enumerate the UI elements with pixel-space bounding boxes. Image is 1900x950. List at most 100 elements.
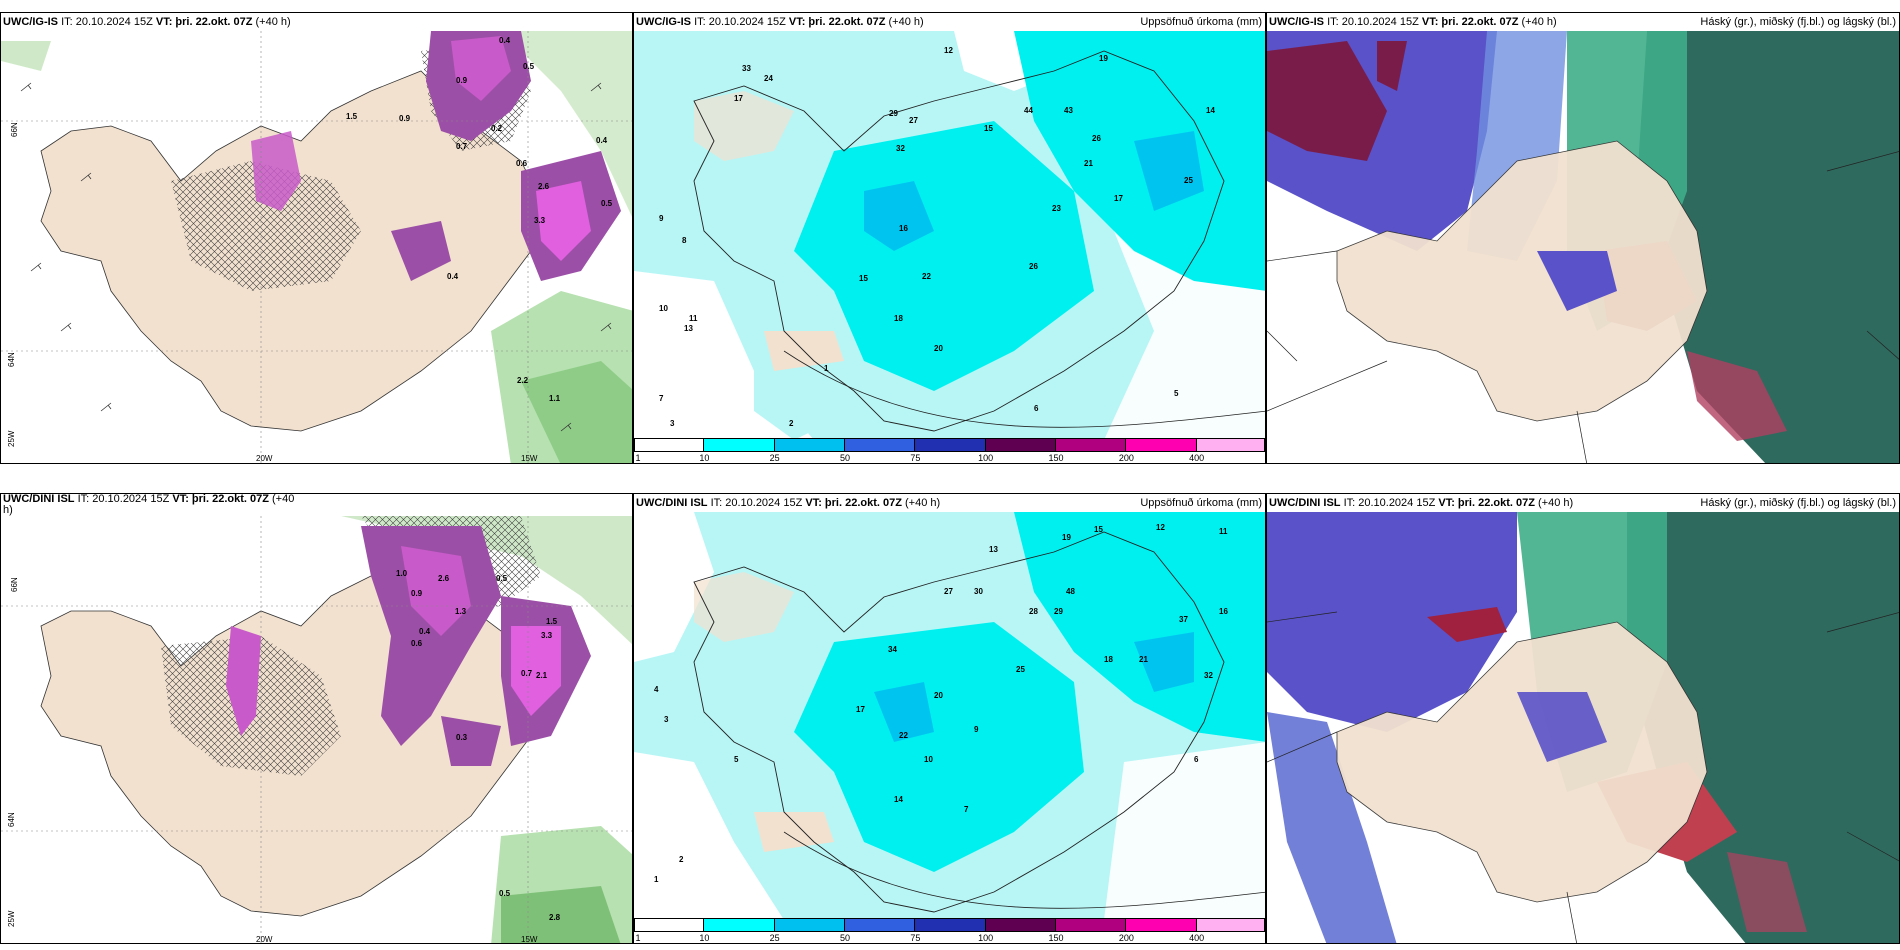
svg-text:0.5: 0.5 <box>523 62 535 71</box>
colorbar-swatch <box>845 918 916 932</box>
svg-text:18: 18 <box>1104 655 1113 664</box>
svg-text:5: 5 <box>734 755 739 764</box>
panel-bottom-left: UWC/DINI ISL IT: 20.10.2024 15Z VT: þri.… <box>0 493 633 944</box>
colorbar-tick-label: 10 <box>699 453 710 463</box>
svg-text:11: 11 <box>689 314 698 323</box>
colorbar-swatch <box>985 438 1056 452</box>
lead-time: (+40 <box>272 493 295 505</box>
lead-time: (+40 h) <box>905 497 941 509</box>
svg-text:19: 19 <box>1099 54 1108 63</box>
svg-text:3: 3 <box>664 715 669 724</box>
svg-text:15: 15 <box>859 274 868 283</box>
svg-text:26: 26 <box>1029 262 1038 271</box>
field-title: Háský (gr.), miðský (fj.bl.) og lágský (… <box>1700 16 1896 28</box>
svg-text:22: 22 <box>899 731 908 740</box>
svg-text:1.3: 1.3 <box>455 607 467 616</box>
svg-text:1: 1 <box>824 364 829 373</box>
map-wind-precip: 0.4 0.5 0.9 0.2 0.9 1.5 0.6 0.4 2.6 3.3 … <box>1 31 632 463</box>
colorbar-tick-label: 10 <box>699 933 710 943</box>
precip-value-labels: 2.6 1.3 1.0 0.9 0.4 0.6 1.5 3.3 0.7 2.1 … <box>396 569 561 922</box>
svg-text:17: 17 <box>734 94 743 103</box>
svg-text:27: 27 <box>944 587 953 596</box>
lead-time: (+40 h) <box>1538 497 1574 509</box>
svg-text:29: 29 <box>1054 607 1063 616</box>
colorbar-swatch <box>774 918 845 932</box>
svg-text:1.0: 1.0 <box>396 569 408 578</box>
svg-text:13: 13 <box>989 545 998 554</box>
svg-text:3.3: 3.3 <box>534 216 546 225</box>
svg-text:28: 28 <box>1029 607 1038 616</box>
colorbar-swatch <box>915 918 986 932</box>
colorbar-tick-label: 75 <box>910 933 921 943</box>
svg-text:2.6: 2.6 <box>538 182 550 191</box>
svg-text:1: 1 <box>654 875 659 884</box>
svg-text:0.9: 0.9 <box>456 76 468 85</box>
svg-text:20W: 20W <box>256 454 273 463</box>
map-wind-precip: 2.6 1.3 1.0 0.9 0.4 0.6 1.5 3.3 0.7 2.1 … <box>1 516 632 944</box>
map-accum-precip: 13 19 15 12 11 27 30 34 48 28 29 16 37 2… <box>634 512 1265 920</box>
model-name: UWC/IG-IS <box>3 16 58 28</box>
svg-text:0.6: 0.6 <box>516 159 528 168</box>
svg-text:15: 15 <box>984 124 993 133</box>
svg-text:15: 15 <box>1094 525 1103 534</box>
wind-barbs <box>20 82 612 432</box>
svg-text:25W: 25W <box>7 910 16 927</box>
colorbar-tick-label: 200 <box>1118 933 1134 943</box>
svg-text:25: 25 <box>1016 665 1025 674</box>
svg-text:10: 10 <box>924 755 933 764</box>
svg-text:3: 3 <box>670 419 675 428</box>
field-title: Uppsöfnuð úrkoma (mm) <box>1140 497 1262 509</box>
svg-text:44: 44 <box>1024 106 1033 115</box>
valid-time: VT: þri. 22.okt. 07Z <box>805 497 902 509</box>
field-title: Uppsöfnuð úrkoma (mm) <box>1140 16 1262 28</box>
colorbar-swatch <box>634 438 705 452</box>
panel-top-left: UWC/IG-IS IT: 20.10.2024 15Z VT: þri. 22… <box>0 12 633 464</box>
precip-amount-labels: 33 24 17 29 27 32 44 43 19 15 14 26 21 1… <box>659 46 1215 428</box>
svg-text:15W: 15W <box>521 454 538 463</box>
panel-header: UWC/IG-IS IT: 20.10.2024 15Z VT: þri. 22… <box>1 13 632 31</box>
panel-bottom-right: UWC/DINI ISL IT: 20.10.2024 15Z VT: þri.… <box>1266 493 1900 944</box>
svg-text:7: 7 <box>964 805 969 814</box>
svg-text:0.4: 0.4 <box>596 136 608 145</box>
svg-text:20: 20 <box>934 344 943 353</box>
svg-text:0.5: 0.5 <box>496 574 508 583</box>
svg-text:32: 32 <box>1204 671 1213 680</box>
colorbar-tick-label: 400 <box>1189 453 1205 463</box>
init-time: IT: 20.10.2024 15Z <box>61 16 153 28</box>
svg-text:25W: 25W <box>7 430 16 447</box>
svg-text:14: 14 <box>1206 106 1215 115</box>
svg-text:26: 26 <box>1092 134 1101 143</box>
svg-text:14: 14 <box>894 795 903 804</box>
svg-text:13: 13 <box>684 324 693 333</box>
svg-text:5: 5 <box>1174 389 1179 398</box>
precip-colorbar: 1 10 25 50 75 100 150 200 400 <box>634 918 1265 943</box>
colorbar-swatch <box>704 918 775 932</box>
valid-time: VT: þri. 22.okt. 07Z <box>172 493 269 505</box>
svg-text:16: 16 <box>899 224 908 233</box>
svg-text:2: 2 <box>789 419 794 428</box>
colorbar-tick-label: 100 <box>978 933 994 943</box>
colorbar-swatch <box>985 918 1056 932</box>
svg-text:25: 25 <box>1184 176 1193 185</box>
svg-text:20W: 20W <box>256 935 273 944</box>
svg-text:6: 6 <box>1034 404 1039 413</box>
precip-value-labels: 0.4 0.5 0.9 0.2 0.9 1.5 0.6 0.4 2.6 3.3 … <box>346 36 613 403</box>
panel-header: UWC/IG-IS IT: 20.10.2024 15Z VT: þri. 22… <box>1267 13 1899 31</box>
svg-text:0.2: 0.2 <box>491 124 503 133</box>
svg-text:0.7: 0.7 <box>521 669 533 678</box>
model-name: UWC/IG-IS <box>1269 16 1324 28</box>
svg-text:43: 43 <box>1064 106 1073 115</box>
init-time: IT: 20.10.2024 15Z <box>1327 16 1419 28</box>
svg-text:2.1: 2.1 <box>536 671 548 680</box>
colorbar-swatch <box>704 438 775 452</box>
colorbar-tick-label: 25 <box>769 933 780 943</box>
map-cloud-cover <box>1267 31 1899 463</box>
colorbar-swatch <box>1126 438 1197 452</box>
svg-text:0.4: 0.4 <box>447 272 459 281</box>
svg-text:4: 4 <box>654 685 659 694</box>
colorbar-swatch <box>845 438 916 452</box>
model-name: UWC/DINI ISL <box>636 497 708 509</box>
valid-time: VT: þri. 22.okt. 07Z <box>1421 16 1519 28</box>
lead-time: (+40 h) <box>1521 16 1557 28</box>
svg-text:8: 8 <box>682 236 687 245</box>
